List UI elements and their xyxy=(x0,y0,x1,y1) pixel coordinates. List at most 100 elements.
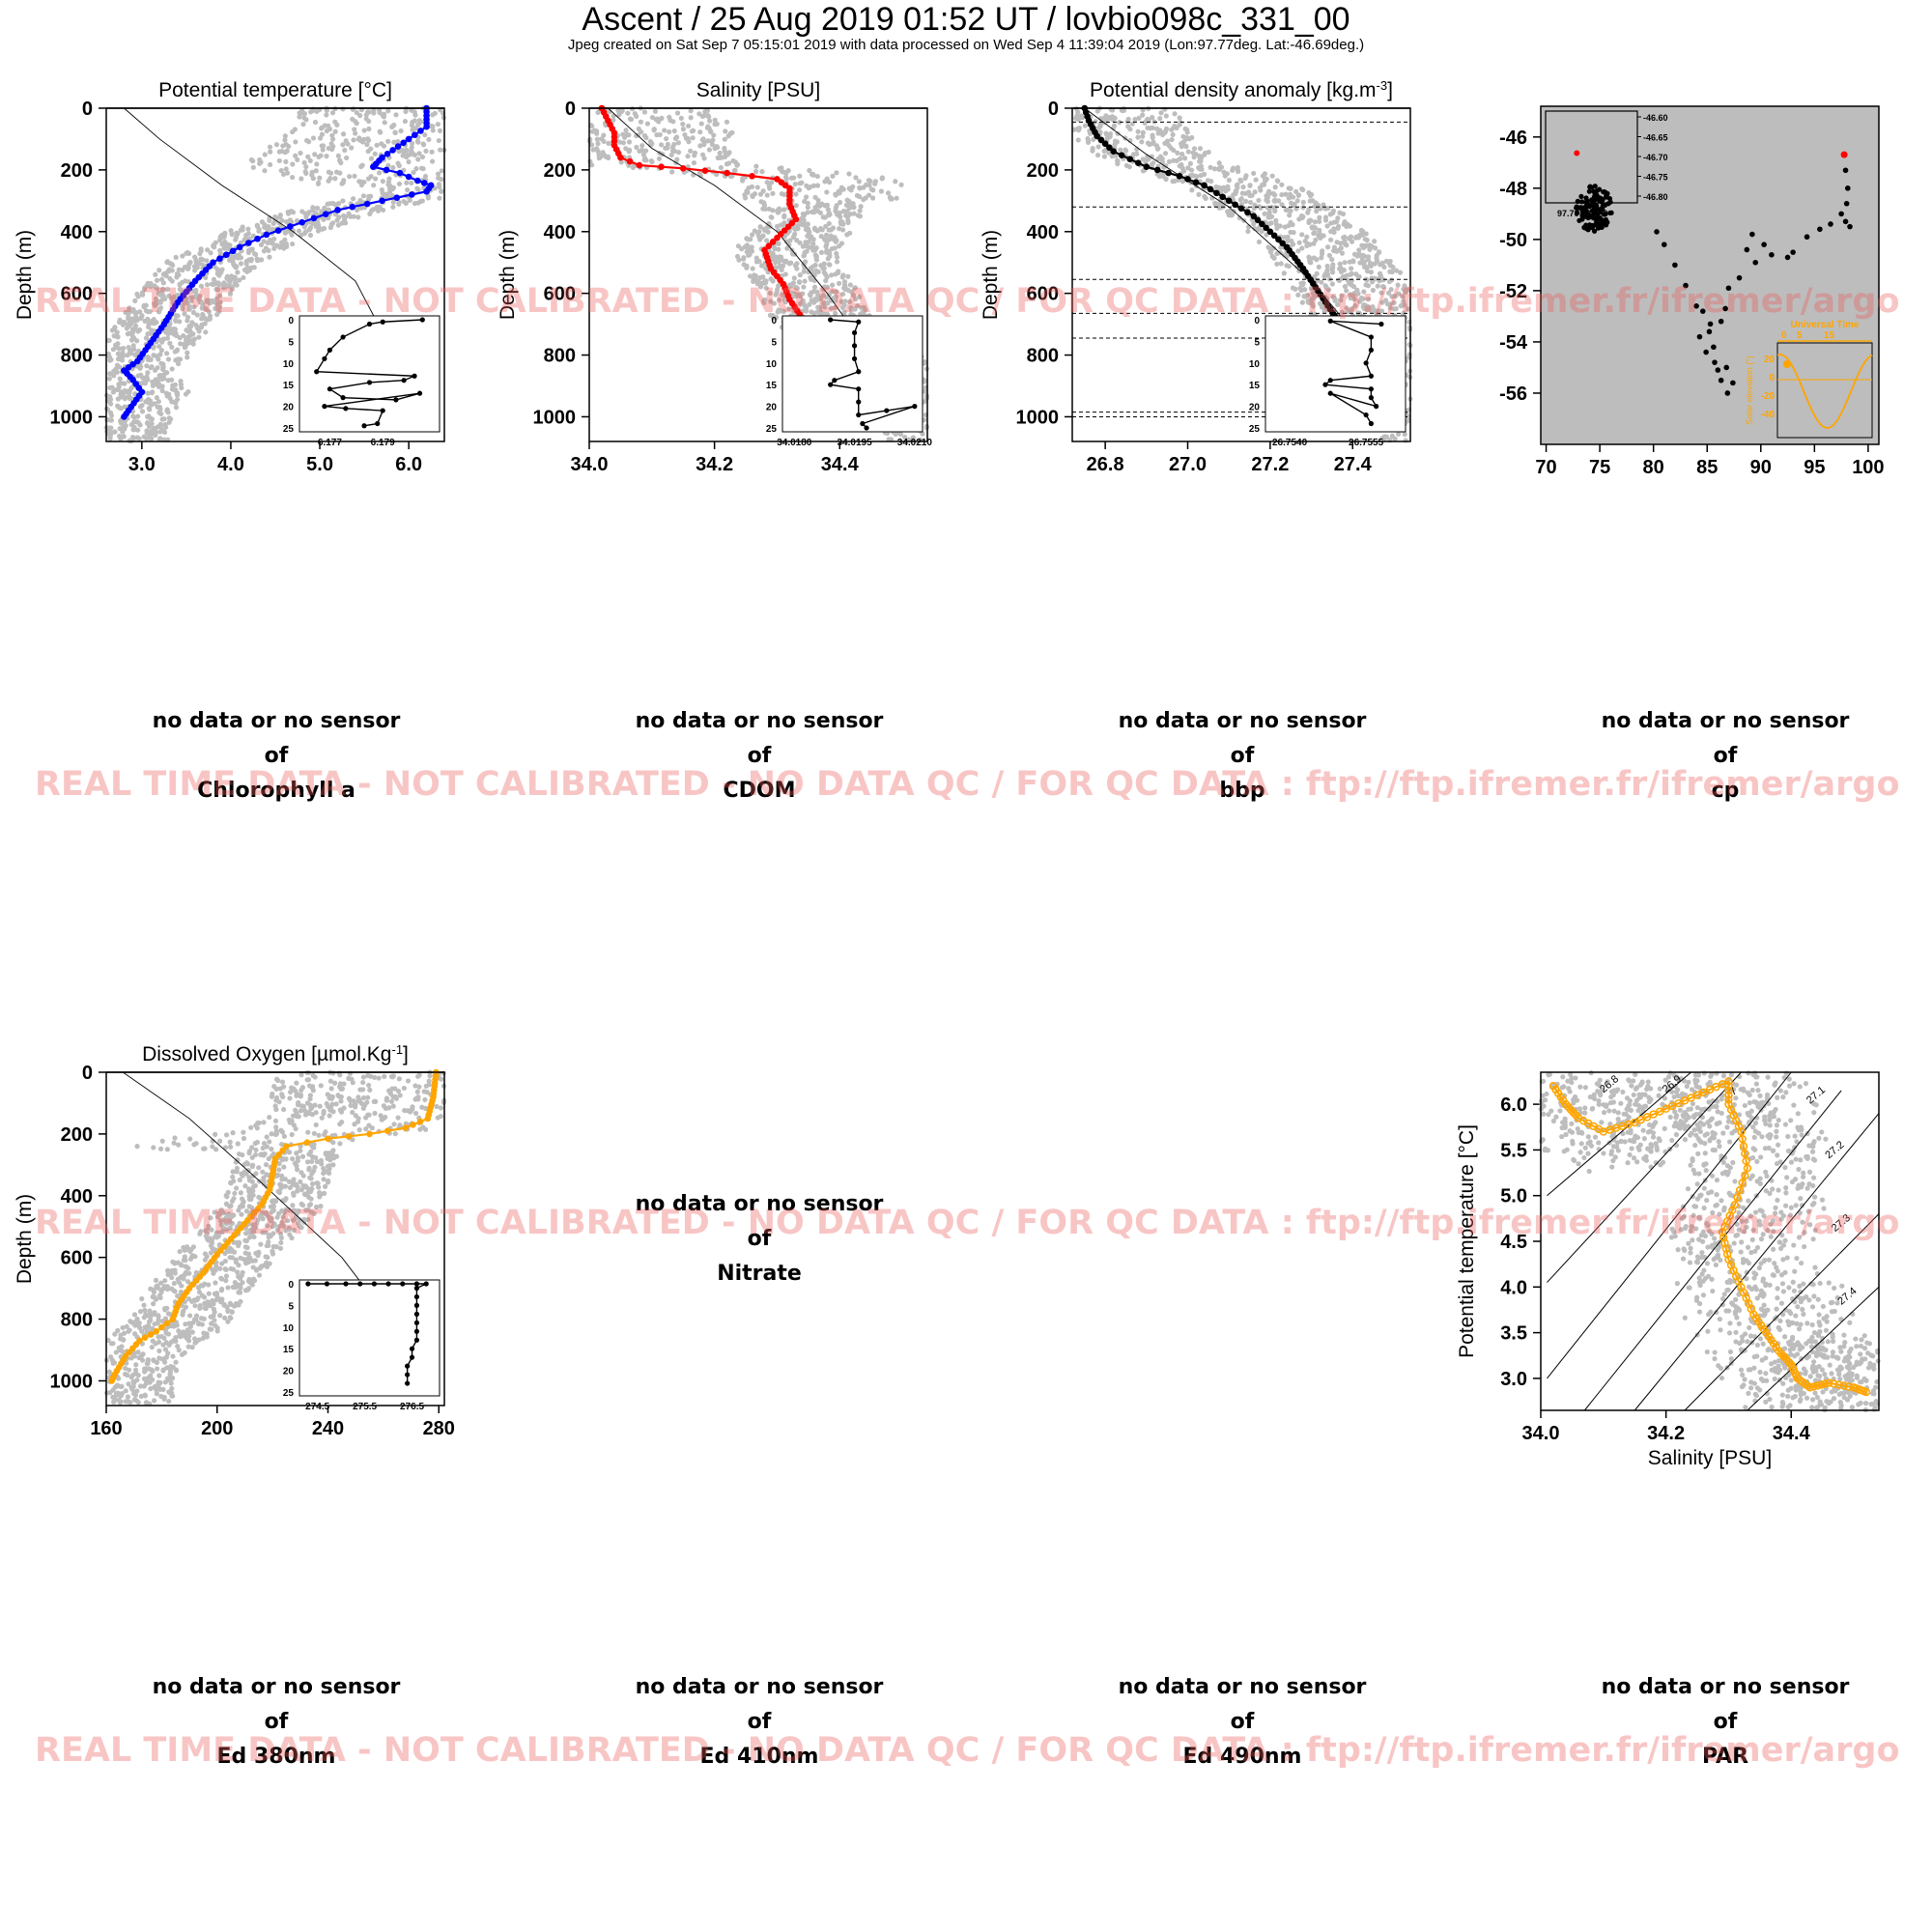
historical-point xyxy=(1354,287,1360,293)
historical-point xyxy=(1324,268,1330,273)
historical-point xyxy=(389,193,395,199)
historical-point xyxy=(1299,185,1305,192)
historical-point xyxy=(381,114,387,120)
historical-point xyxy=(134,291,140,298)
y-tick-label: -50 xyxy=(1499,230,1527,251)
historical-point xyxy=(1395,282,1401,288)
historical-point xyxy=(1290,222,1295,228)
historical-point xyxy=(202,315,208,322)
historical-point xyxy=(133,1362,139,1368)
historical-point xyxy=(920,431,925,437)
historical-point xyxy=(395,1088,402,1094)
historical-point xyxy=(1337,210,1343,215)
historical-point xyxy=(1085,138,1092,144)
historical-point xyxy=(282,150,288,156)
y-tick-label: -54 xyxy=(1499,332,1528,354)
historical-point xyxy=(150,318,156,324)
historical-point xyxy=(757,284,764,290)
historical-point xyxy=(717,150,723,156)
historical-point xyxy=(1311,255,1317,261)
historical-point xyxy=(1264,198,1270,205)
historical-point xyxy=(845,219,851,225)
historical-point xyxy=(1140,133,1146,139)
y-tick-label: 0 xyxy=(1048,99,1059,120)
historical-point xyxy=(412,109,417,115)
profile-point xyxy=(774,234,781,242)
historical-point xyxy=(193,322,199,328)
historical-point xyxy=(809,171,815,178)
historical-point xyxy=(196,334,202,340)
historical-point xyxy=(180,253,185,259)
historical-point xyxy=(198,325,205,330)
historical-point xyxy=(157,424,163,430)
historical-point xyxy=(187,324,194,329)
historical-point xyxy=(238,227,244,233)
historical-point xyxy=(1385,290,1392,296)
historical-point xyxy=(1286,207,1293,213)
x-tick-label: 75 xyxy=(1589,457,1610,478)
historical-point xyxy=(107,401,114,407)
y-axis-label: Depth (m) xyxy=(14,1194,36,1284)
historical-point xyxy=(1174,157,1179,164)
historical-point xyxy=(183,1321,188,1327)
inset-y-tick-label: 25 xyxy=(1249,424,1261,435)
profile-point xyxy=(121,413,128,420)
historical-point xyxy=(1318,206,1323,212)
historical-point xyxy=(1349,239,1355,244)
track-point xyxy=(1744,246,1750,253)
historical-point xyxy=(390,204,396,210)
historical-point xyxy=(359,162,365,168)
historical-point xyxy=(118,420,125,426)
historical-point xyxy=(414,1089,420,1094)
historical-point xyxy=(1235,185,1240,190)
historical-point xyxy=(1368,263,1374,269)
historical-point xyxy=(353,130,358,136)
historical-point xyxy=(301,110,308,117)
track-point xyxy=(1575,205,1580,211)
profile-point xyxy=(384,150,391,157)
historical-point xyxy=(149,420,155,427)
historical-point xyxy=(1266,211,1272,216)
historical-point xyxy=(808,274,813,280)
inset-y-tick-label: 5 xyxy=(288,337,294,348)
historical-point xyxy=(789,291,796,297)
historical-point xyxy=(121,319,128,326)
inset-point xyxy=(340,395,346,401)
track-point xyxy=(1579,199,1585,205)
historical-point xyxy=(153,429,159,436)
historical-point xyxy=(307,232,314,239)
historical-point xyxy=(669,169,675,175)
historical-point xyxy=(1276,198,1282,204)
historical-point xyxy=(1243,198,1249,204)
historical-point xyxy=(671,141,677,148)
historical-point xyxy=(706,126,712,131)
historical-point xyxy=(295,156,300,163)
historical-point xyxy=(333,169,340,175)
profile-point xyxy=(1094,132,1100,140)
historical-point xyxy=(329,110,336,116)
map-area xyxy=(1541,106,1879,444)
historical-point xyxy=(109,327,115,333)
historical-point xyxy=(145,331,151,337)
historical-point xyxy=(643,157,649,163)
historical-point xyxy=(411,169,416,176)
profile-point xyxy=(287,223,294,230)
historical-point xyxy=(332,1080,338,1086)
historical-point xyxy=(330,1140,336,1146)
historical-point xyxy=(1317,214,1322,220)
historical-point xyxy=(813,298,819,303)
historical-point xyxy=(795,292,801,298)
historical-point xyxy=(182,299,187,306)
historical-point xyxy=(773,292,779,298)
historical-point xyxy=(644,121,650,127)
inset-x-tick-label: 26.7540 xyxy=(1272,438,1308,448)
historical-point xyxy=(171,327,177,332)
chart-title: Potential temperature [°C] xyxy=(158,79,392,101)
track-point xyxy=(1602,212,1607,217)
historical-point xyxy=(1122,147,1128,153)
historical-point xyxy=(857,294,863,299)
historical-point xyxy=(1348,234,1354,240)
historical-point xyxy=(886,437,892,442)
historical-point xyxy=(382,1073,387,1079)
y-tick-label: 600 xyxy=(61,284,93,305)
